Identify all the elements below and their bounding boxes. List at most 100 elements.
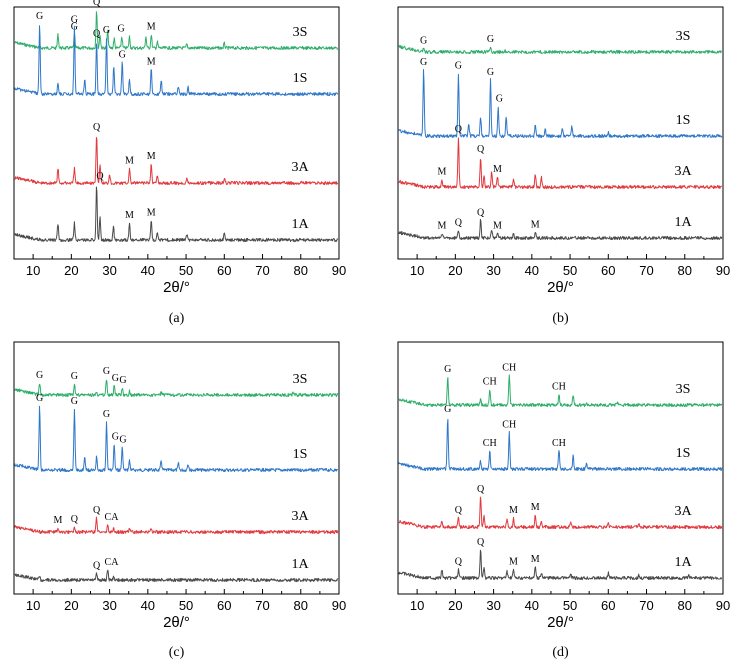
x-tick-label: 60 [601,598,615,613]
series-label-1A: 1A [291,557,309,572]
series-3A [14,516,339,535]
peak-annotation: G [487,67,494,78]
peak-annotation: G [36,370,43,381]
peak-annotation: G [119,50,126,61]
peak-annotation: Q [455,557,463,568]
series-label-1A: 1A [674,555,692,570]
peak-annotation: Q [93,29,101,40]
series-1A [14,186,339,243]
x-axis-label: 2θ/° [163,279,190,296]
peak-annotation: CH [483,438,497,449]
peak-annotation: CH [552,438,566,449]
peak-annotation: Q [455,505,463,516]
peak-annotation: CH [502,362,516,373]
series-label-1A: 1A [674,215,692,230]
peak-annotation: CA [105,512,120,523]
peak-annotation: Q [455,124,463,135]
plot-frame [397,341,724,595]
series-1S [14,405,339,473]
x-tick-label: 50 [563,263,577,278]
series-label-3A: 3A [674,164,692,179]
x-tick-label: 10 [26,263,40,278]
series-1A [398,218,723,241]
peak-annotation: Q [477,144,485,155]
peak-annotation: M [531,220,540,231]
series-3S [398,374,723,408]
peak-annotation: G [112,431,119,442]
x-tick-label: 90 [332,598,346,613]
x-tick-label: 20 [64,598,78,613]
series-3A [14,137,339,186]
series-1S [14,25,339,97]
series-label-3A: 3A [291,160,309,175]
series-3S [398,45,723,55]
x-tick-label: 40 [525,263,539,278]
peak-annotation: G [117,24,124,35]
series-label-1S: 1S [293,447,308,462]
x-tick-label: 40 [141,263,155,278]
series-3S [14,11,339,51]
series-1S [398,69,723,139]
peak-annotation: G [487,34,494,45]
peak-annotation: Q [93,561,101,572]
x-tick-label: 90 [716,263,730,278]
x-tick-label: 50 [179,598,193,613]
peak-annotation: G [455,60,462,71]
peak-annotation: G [119,435,126,446]
x-tick-label: 10 [410,263,424,278]
x-tick-label: 80 [678,598,692,613]
x-tick-label: 10 [410,598,424,613]
x-tick-label: 20 [448,598,462,613]
x-tick-label: 50 [563,598,577,613]
x-tick-label: 10 [26,598,40,613]
series-1A [398,549,723,581]
peak-annotation: M [125,210,134,221]
peak-annotation: G [71,371,78,382]
x-tick-label: 90 [716,598,730,613]
series-label-1S: 1S [293,71,308,86]
x-tick-label: 30 [486,598,500,613]
x-tick-label: 40 [525,598,539,613]
peak-annotation: M [531,502,540,513]
panel-caption: (a) [169,311,185,326]
x-tick-label: 30 [102,263,116,278]
series-1A [14,569,339,583]
peak-annotation: Q [455,217,463,228]
peak-annotation: M [147,151,156,162]
peak-annotation: M [147,207,156,218]
peak-annotation: M [125,156,134,167]
panel-d: 10 20 30 40 50 60 70 80 90 2θ/° 3S G CH CH CH 1S G CH CH CH… [397,341,730,660]
series-label-3A: 3A [674,504,692,519]
x-tick-label: 70 [639,263,653,278]
peak-annotation: G [496,93,503,104]
plot-frame [13,341,340,595]
peak-annotation: G [103,25,110,36]
x-tick-label: 60 [217,598,231,613]
peak-annotation: Q [71,514,79,525]
x-tick-label: 30 [486,263,500,278]
plot-frame [13,6,340,260]
peak-annotation: M [54,515,63,526]
peak-annotation: CH [552,382,566,393]
series-label-3A: 3A [291,509,309,524]
peak-annotation: Q [477,484,485,495]
series-label-3S: 3S [293,372,308,387]
peak-annotation: M [147,57,156,68]
x-tick-label: 70 [255,263,269,278]
peak-annotation: Q [477,207,485,218]
peak-annotation: M [438,167,447,178]
peak-annotation: G [103,366,110,377]
peak-annotation: G [420,36,427,47]
peak-annotation: G [444,404,451,415]
x-tick-label: 80 [294,598,308,613]
peak-annotation: CA [105,557,120,568]
panel-caption: (c) [169,645,185,660]
series-3A [398,496,723,530]
peak-annotation: Q [93,122,101,133]
peak-annotation: G [71,396,78,407]
series-label-3S: 3S [676,29,691,44]
x-tick-label: 60 [217,263,231,278]
